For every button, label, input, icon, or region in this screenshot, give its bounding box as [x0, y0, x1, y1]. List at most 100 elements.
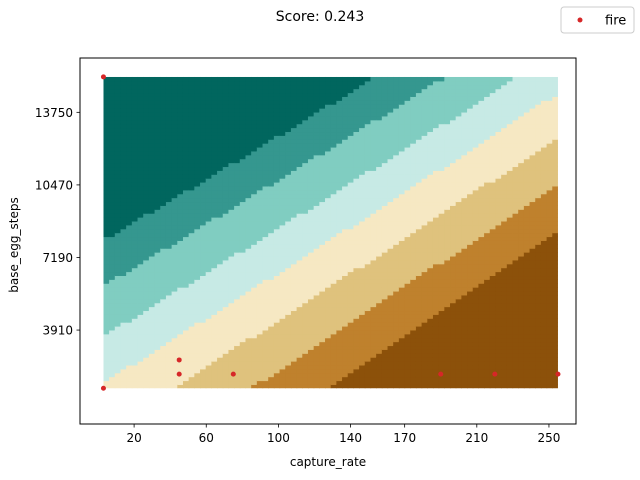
surface-cell: [120, 104, 127, 109]
surface-cell: [438, 244, 445, 249]
surface-cell: [410, 123, 417, 129]
surface-cell: [330, 143, 337, 148]
surface-cell: [160, 162, 167, 168]
surface-cell: [109, 279, 116, 284]
surface-cell: [256, 364, 264, 370]
surface-cell: [165, 380, 173, 385]
surface-cell: [387, 341, 394, 347]
surface-cell: [307, 325, 315, 331]
surface-cell: [296, 111, 303, 117]
surface-cell: [114, 279, 122, 284]
surface-cell: [359, 267, 366, 273]
surface-cell: [228, 84, 235, 90]
surface-cell: [148, 384, 156, 389]
surface-cell: [307, 209, 315, 214]
surface-cell: [234, 302, 241, 308]
surface-cell: [438, 306, 445, 312]
surface-cell: [228, 337, 235, 343]
surface-cell: [228, 96, 235, 101]
surface-cell: [296, 294, 303, 300]
surface-cell: [404, 88, 411, 94]
surface-cell: [211, 119, 218, 125]
surface-cell: [131, 76, 139, 82]
surface-cell: [177, 380, 184, 385]
surface-cell: [182, 154, 190, 160]
surface-cell: [398, 213, 406, 218]
surface-cell: [285, 271, 292, 277]
surface-cell: [393, 96, 400, 101]
surface-cell: [296, 244, 303, 249]
surface-cell: [239, 139, 247, 144]
surface-cell: [177, 287, 184, 292]
surface-cell: [387, 213, 394, 218]
surface-cell: [421, 84, 428, 90]
surface-cell: [347, 298, 355, 304]
surface-cell: [336, 119, 343, 125]
surface-cell: [432, 127, 440, 133]
surface-cell: [234, 240, 241, 245]
surface-cell: [438, 263, 445, 269]
surface-cell: [131, 84, 139, 90]
surface-cell: [251, 104, 258, 109]
surface-cell: [268, 162, 275, 168]
surface-cell: [398, 123, 406, 129]
surface-cell: [251, 115, 258, 121]
surface-cell: [415, 306, 423, 312]
surface-cell: [217, 181, 224, 187]
surface-cell: [438, 357, 445, 362]
surface-cell: [131, 267, 139, 273]
surface-cell: [126, 341, 133, 347]
surface-cell: [194, 232, 201, 238]
surface-cell: [415, 205, 423, 210]
surface-cell: [313, 108, 320, 113]
surface-cell: [455, 318, 462, 323]
surface-cell: [325, 322, 332, 327]
surface-cell: [137, 209, 144, 214]
surface-cell: [438, 279, 445, 284]
surface-cell: [273, 306, 281, 312]
surface-cell: [325, 341, 332, 347]
surface-cell: [165, 111, 173, 117]
surface-cell: [103, 283, 110, 288]
surface-cell: [114, 96, 122, 101]
surface-cell: [427, 341, 434, 347]
surface-cell: [444, 143, 451, 148]
surface-cell: [182, 193, 190, 199]
surface-cell: [421, 267, 428, 273]
surface-cell: [273, 255, 281, 261]
surface-cell: [364, 158, 372, 164]
surface-cell: [194, 213, 201, 218]
surface-cell: [165, 76, 173, 82]
surface-cell: [268, 248, 275, 253]
surface-cell: [364, 232, 372, 238]
surface-cell: [194, 135, 201, 140]
surface-cell: [228, 255, 235, 261]
surface-cell: [359, 193, 366, 199]
surface-cell: [387, 193, 394, 199]
surface-cell: [325, 100, 332, 105]
surface-cell: [211, 228, 218, 234]
surface-cell: [353, 333, 360, 339]
surface-cell: [444, 302, 451, 308]
surface-cell: [325, 84, 332, 90]
surface-cell: [194, 252, 201, 257]
surface-cell: [268, 108, 275, 113]
surface-cell: [154, 364, 161, 370]
surface-cell: [182, 115, 190, 121]
surface-cell: [256, 333, 264, 339]
surface-cell: [364, 205, 372, 210]
surface-cell: [296, 287, 303, 292]
surface-cell: [109, 174, 116, 179]
surface-cell: [222, 364, 230, 370]
surface-cell: [353, 178, 360, 183]
surface-cell: [171, 197, 178, 203]
surface-cell: [120, 178, 127, 183]
surface-cell: [353, 322, 360, 327]
surface-cell: [120, 88, 127, 94]
surface-cell: [359, 220, 366, 226]
surface-cell: [256, 209, 264, 214]
surface-cell: [455, 279, 462, 284]
surface-cell: [364, 201, 372, 206]
surface-cell: [307, 364, 315, 370]
surface-cell: [234, 259, 241, 265]
